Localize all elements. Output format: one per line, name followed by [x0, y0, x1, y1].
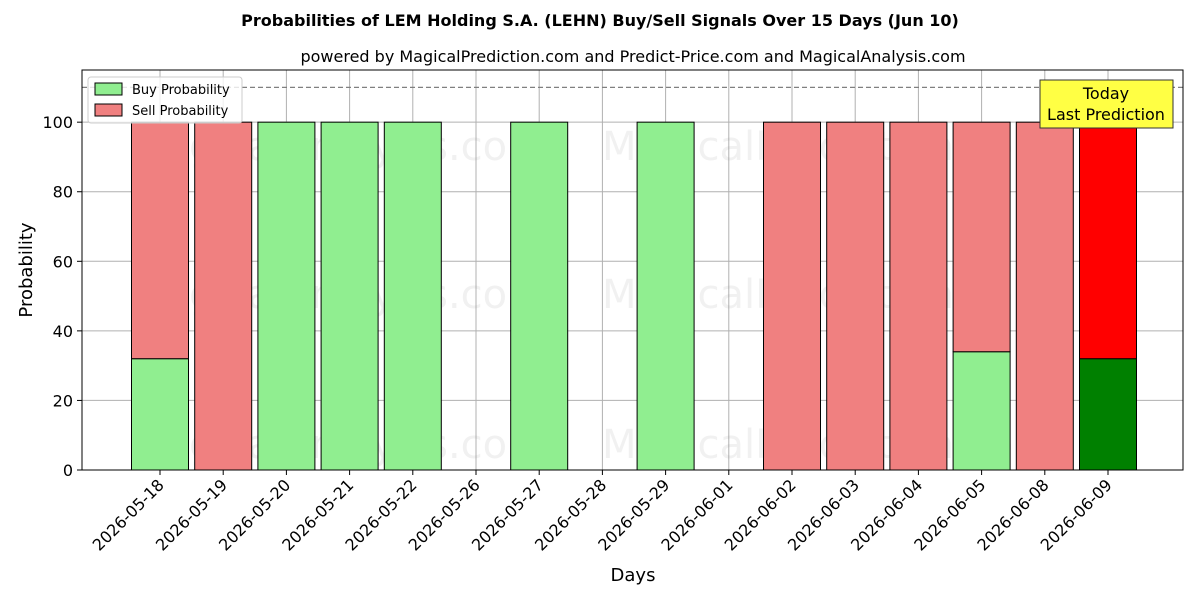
x-axis-label: Days: [611, 565, 656, 586]
bar-buy: [320, 121, 379, 471]
y-tick-label: 40: [53, 322, 73, 341]
x-axis: 2026-05-182026-05-192026-05-202026-05-21…: [89, 470, 1116, 555]
plot-frame: [81, 69, 1184, 471]
legend-box: [87, 76, 243, 124]
legend-label: Buy Probability: [132, 83, 230, 98]
y-axis-label: Probability: [16, 222, 37, 317]
bar-sell: [763, 121, 821, 471]
bar-buy: [952, 351, 1011, 471]
bar-sell: [1079, 121, 1137, 360]
bar-buy: [383, 121, 442, 471]
bar-sell: [889, 121, 948, 471]
bar-sell: [1015, 121, 1074, 471]
chart-subtitle: powered by MagicalPrediction.com and Pre…: [300, 47, 965, 66]
bar-buy: [131, 358, 189, 471]
bar-buy: [510, 121, 569, 471]
chart-title: Probabilities of LEM Holding S.A. (LEHN)…: [241, 11, 959, 30]
bar-sell: [194, 121, 253, 471]
y-tick-label: 80: [53, 183, 73, 202]
bars: [131, 121, 1137, 471]
annotation-line: Today: [1082, 84, 1129, 103]
y-tick-label: 20: [53, 391, 73, 410]
bar-buy: [257, 121, 316, 471]
today-annotation: Today Last Prediction: [1039, 79, 1174, 129]
legend-swatch: [94, 82, 123, 96]
annotation-box: [1039, 79, 1174, 129]
y-tick-label: 100: [42, 113, 73, 132]
bar-sell: [131, 121, 189, 360]
annotation-line: Last Prediction: [1047, 105, 1165, 124]
bar-buy: [636, 121, 695, 471]
legend-label: Sell Probability: [132, 104, 229, 119]
bar-buy: [1079, 358, 1137, 471]
y-axis: 0 20 40 60 80 100: [42, 113, 82, 480]
legend: Buy Probability Sell Probability: [87, 76, 243, 124]
y-tick-label: 60: [53, 252, 73, 271]
y-tick-label: 0: [63, 461, 73, 480]
bar-sell: [826, 121, 885, 471]
legend-swatch: [94, 103, 123, 117]
bar-sell: [952, 121, 1011, 353]
